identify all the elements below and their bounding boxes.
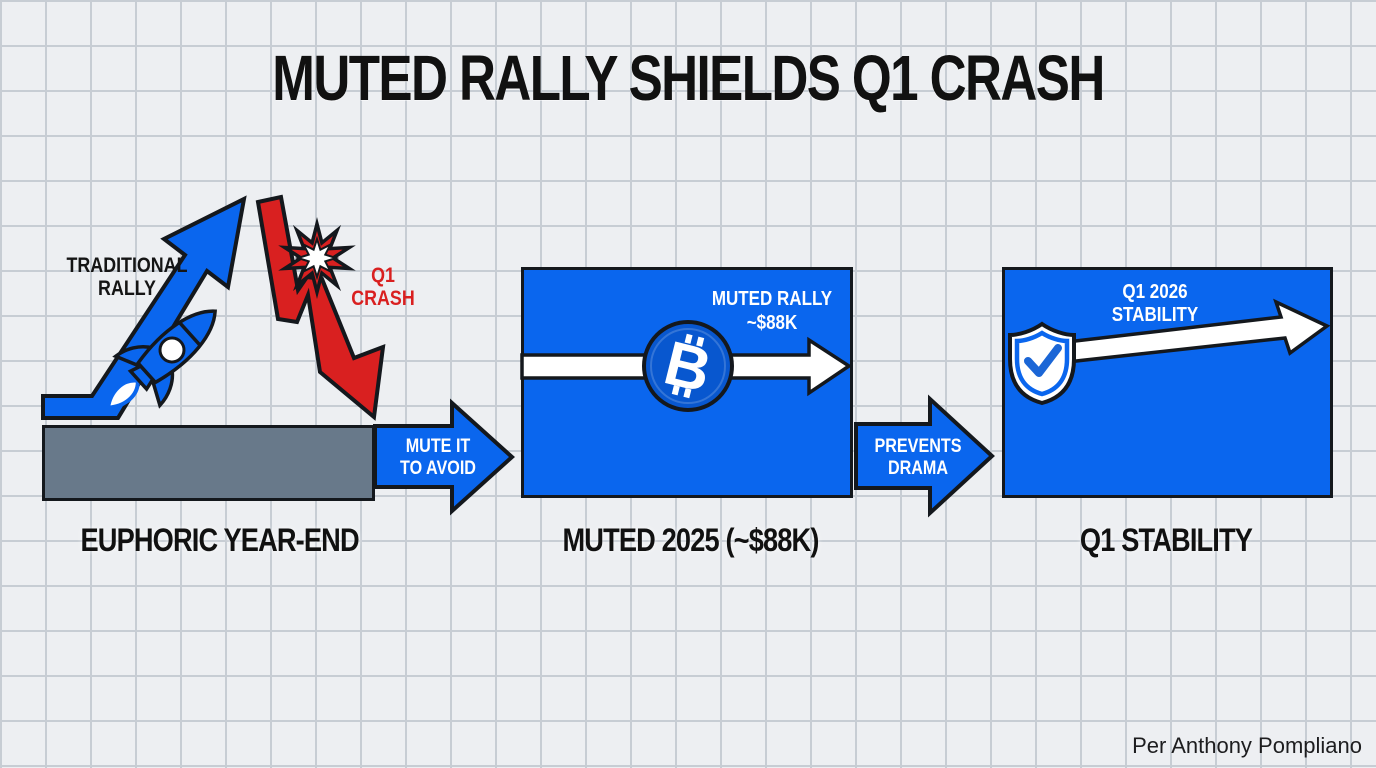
caption-euphoric-year-end: EUPHORIC YEAR-END — [80, 522, 360, 558]
traditional-rally-label: TRADITIONAL RALLY — [59, 254, 195, 300]
mute-connector-label: MUTE IT TO AVOID — [387, 436, 489, 480]
rocket-icon — [105, 309, 217, 410]
stability-box-line2: STABILITY — [1111, 304, 1199, 326]
prevents-connector-label: PREVENTS DRAMA — [867, 436, 969, 480]
rally-up-arrow-icon — [41, 195, 247, 420]
q1-crash-line1: Q1 — [371, 264, 395, 287]
prevents-line1: PREVENTS — [874, 436, 962, 457]
muted-box-line2: ~$88K — [746, 312, 798, 334]
caption-q1-stability: Q1 STABILITY — [1079, 522, 1253, 558]
traditional-rally-line2: RALLY — [98, 277, 156, 300]
stability-box-line1: Q1 2026 — [1122, 281, 1188, 303]
prevents-line2: DRAMA — [887, 458, 949, 479]
q1-crash-line2: CRASH — [351, 287, 415, 310]
traditional-rally-line1: TRADITIONAL — [66, 254, 188, 277]
mute-line1: MUTE IT — [405, 436, 471, 457]
attribution-text: Per Anthony Pompliano — [1132, 733, 1362, 758]
caption-muted-2025: MUTED 2025 (~$88K) — [562, 522, 820, 558]
stability-box-label: Q1 2026 STABILITY — [1087, 281, 1223, 327]
muted-rally-box-label: MUTED RALLY ~$88K — [704, 287, 840, 335]
mute-line2: TO AVOID — [400, 458, 476, 479]
q1-crash-label: Q1 CRASH — [332, 264, 434, 310]
page-title: MUTED RALLY SHIELDS Q1 CRASH — [272, 42, 1105, 114]
muted-box-line1: MUTED RALLY — [711, 288, 833, 310]
euphoric-base-bar — [42, 425, 375, 501]
